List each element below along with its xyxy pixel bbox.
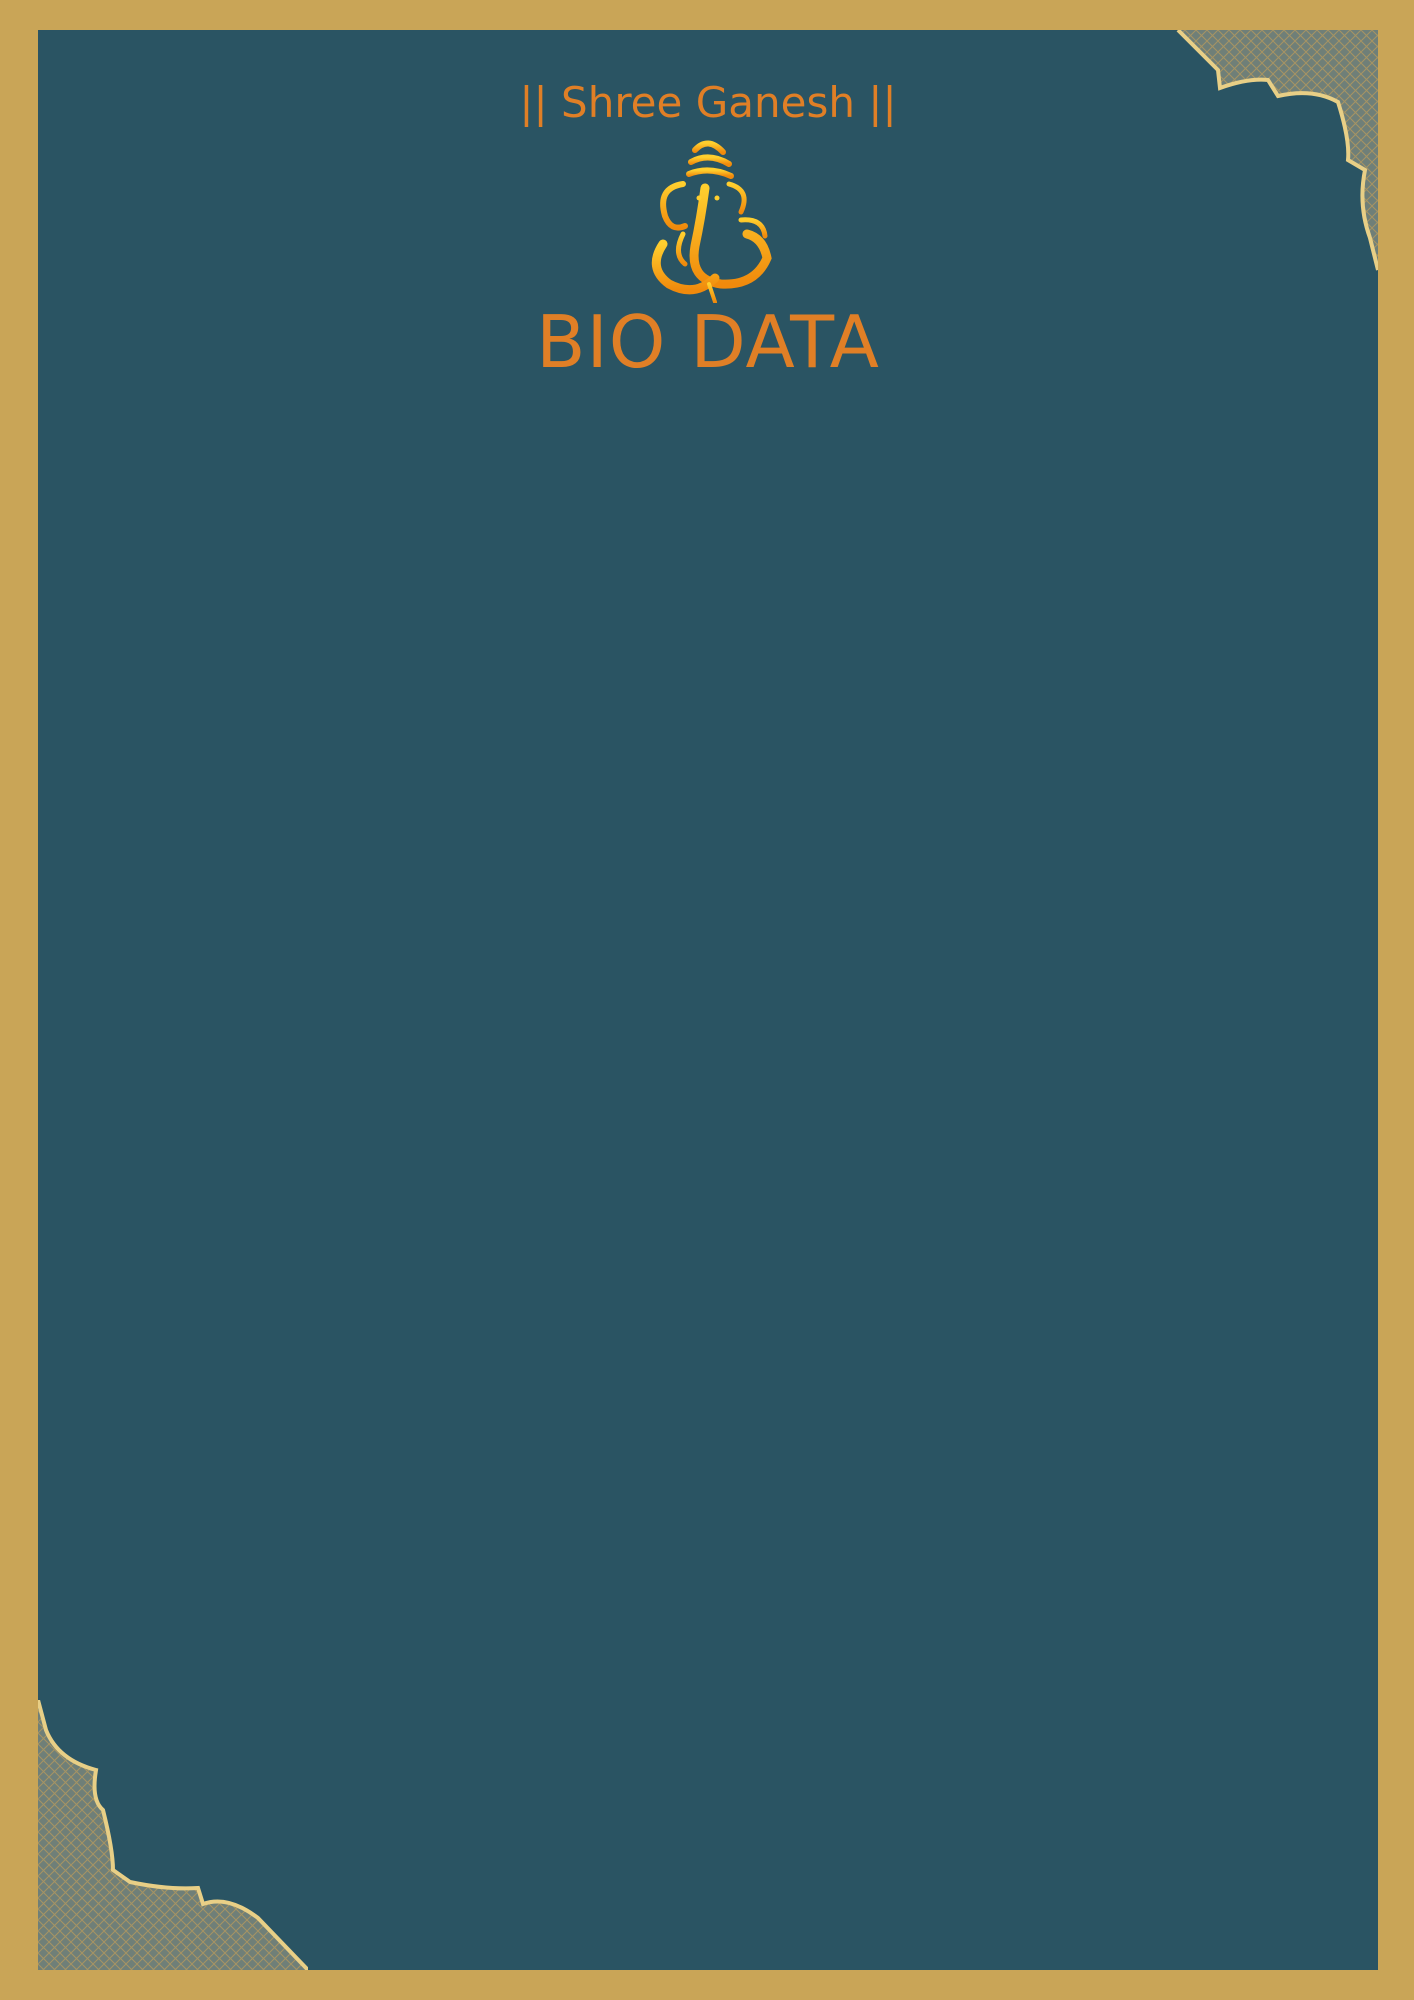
- page-title: BIO DATA: [536, 300, 880, 384]
- biodata-panel: || Shree Ganesh ||: [38, 30, 1378, 1970]
- corner-ornament-bottom-left-icon: [38, 1700, 308, 1970]
- ganesha-icon: [651, 140, 772, 303]
- corner-ornament-top-right-icon: [1176, 30, 1378, 271]
- invocation-subtitle: || Shree Ganesh ||: [519, 78, 897, 127]
